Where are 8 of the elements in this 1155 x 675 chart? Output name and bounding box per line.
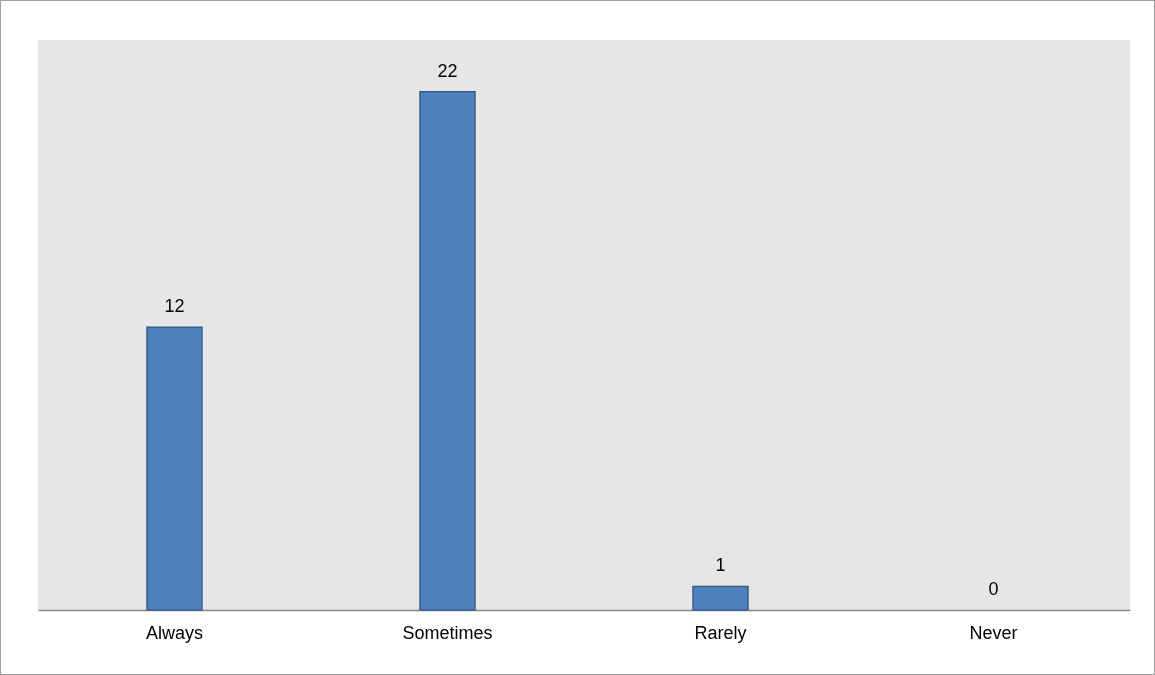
- x-tick-label: Rarely: [694, 622, 747, 643]
- data-label: 22: [437, 60, 458, 81]
- data-label: 0: [988, 579, 999, 599]
- x-tick-label: Never: [969, 622, 1018, 643]
- data-label: 1: [715, 555, 726, 576]
- x-tick-label: Always: [145, 622, 204, 643]
- x-tick-label: Sometimes: [402, 622, 493, 643]
- data-label: 12: [164, 296, 185, 317]
